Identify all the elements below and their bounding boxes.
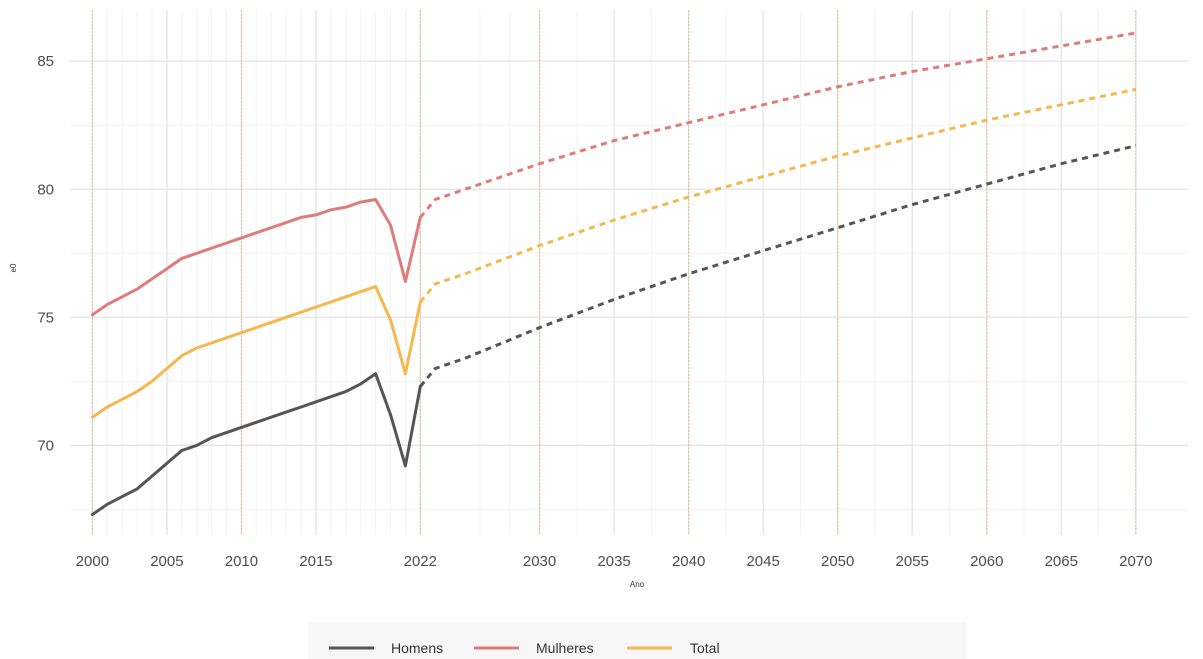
y-tick-label: 70: [37, 437, 54, 454]
x-tick-label: 2070: [1119, 553, 1152, 570]
x-tick-label: 2000: [76, 553, 109, 570]
legend-label-total: Total: [690, 640, 720, 656]
x-tick-label: 2022: [404, 553, 437, 570]
series-line-homens-observed: [90, 372, 422, 516]
x-tick-label: 2015: [299, 553, 332, 570]
series-lines: [90, 31, 1137, 516]
x-tick-label: 2030: [523, 553, 556, 570]
legend-background: [308, 622, 966, 659]
x-tick-label: 2060: [970, 553, 1003, 570]
legend-label-homens: Homens: [391, 640, 443, 656]
y-axis-title: e0: [9, 263, 18, 272]
x-tick-label: 2065: [1045, 553, 1078, 570]
x-axis-title: Ano: [630, 580, 645, 589]
series-line-homens-projected: [419, 144, 1137, 388]
legend: Homens Mulheres Total: [308, 622, 966, 659]
series-line-mulheres-projected: [419, 31, 1137, 219]
legend-label-mulheres: Mulheres: [536, 640, 594, 656]
reference-vlines: [91, 10, 1137, 535]
x-tick-label: 2010: [225, 553, 258, 570]
x-tick-label: 2055: [896, 553, 929, 570]
series-line-mulheres-observed: [90, 198, 422, 317]
y-axis-tick-labels: 70 75 80 85: [37, 53, 54, 454]
x-tick-label: 2045: [746, 553, 779, 570]
y-tick-label: 75: [37, 309, 54, 326]
x-tick-label: 2050: [821, 553, 854, 570]
y-tick-label: 80: [37, 181, 54, 198]
x-tick-label: 2005: [150, 553, 183, 570]
y-tick-label: 85: [37, 53, 54, 70]
series-line-total-observed: [90, 285, 422, 419]
x-tick-label: 2035: [597, 553, 630, 570]
grid: [70, 10, 1188, 535]
series-line-total-projected: [419, 87, 1137, 303]
x-axis-tick-labels: 2000 2005 2010 2015 2022 2030 2035 2040 2045 2050…: [76, 553, 1153, 570]
x-tick-label: 2040: [672, 553, 705, 570]
